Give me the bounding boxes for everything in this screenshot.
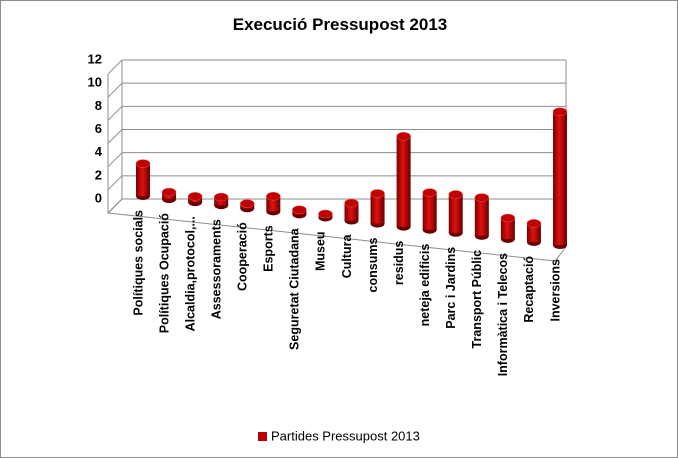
bar-top bbox=[161, 187, 177, 197]
grid-line bbox=[107, 129, 123, 144]
x-tick-label: Esports bbox=[262, 225, 276, 272]
bar bbox=[318, 209, 333, 222]
bar-top bbox=[344, 198, 359, 208]
bar-top bbox=[318, 209, 333, 219]
grid-line bbox=[107, 152, 123, 168]
bar-top bbox=[422, 188, 437, 197]
y-tick-label: 2 bbox=[95, 167, 102, 182]
x-tick-label: Assessoraments bbox=[209, 219, 223, 319]
bar-top bbox=[187, 192, 203, 201]
chart-title: Execució Pressupost 2013 bbox=[233, 15, 448, 34]
y-tick-label: 0 bbox=[95, 190, 102, 205]
bar-top bbox=[526, 219, 542, 228]
bar-top bbox=[240, 199, 255, 208]
grid-line bbox=[107, 82, 123, 98]
bar bbox=[396, 132, 411, 231]
bar bbox=[344, 198, 359, 225]
bar-top bbox=[292, 205, 307, 214]
bar bbox=[448, 190, 463, 237]
bar-body bbox=[136, 163, 150, 196]
bar-top bbox=[370, 189, 385, 198]
x-tick-label: Cooperació bbox=[236, 222, 250, 291]
bar-body bbox=[448, 194, 463, 233]
bar-body bbox=[370, 193, 385, 224]
bar bbox=[213, 192, 229, 210]
x-tick-label: Recaptació bbox=[522, 256, 536, 323]
x-tick-label: Polítiques socials bbox=[131, 210, 145, 316]
x-tick-label: neteja edificis bbox=[418, 244, 432, 327]
bar-top bbox=[135, 159, 151, 168]
bar bbox=[526, 219, 542, 246]
x-tick-label: Transport Públic bbox=[470, 250, 484, 349]
bar bbox=[135, 159, 151, 200]
bar-top bbox=[500, 213, 516, 223]
bar bbox=[370, 189, 385, 228]
bar bbox=[161, 187, 177, 204]
bar-body bbox=[474, 197, 489, 236]
bar-body bbox=[266, 196, 281, 212]
grid-line bbox=[107, 59, 123, 75]
bar bbox=[422, 188, 437, 234]
x-tick-label: Cultura bbox=[340, 233, 354, 278]
bar bbox=[187, 192, 203, 207]
y-tick-label: 6 bbox=[95, 121, 102, 136]
bar bbox=[552, 107, 568, 249]
y-tick-label: 4 bbox=[95, 144, 103, 159]
bar bbox=[474, 193, 490, 240]
bar-top bbox=[266, 192, 281, 201]
bar-top bbox=[552, 107, 568, 117]
bar-body bbox=[526, 223, 541, 242]
x-tick-label: Parc i Jardins bbox=[444, 247, 458, 329]
x-tick-label: Museu bbox=[314, 231, 328, 271]
bar-top bbox=[213, 192, 229, 202]
bar bbox=[240, 199, 255, 213]
grid-line bbox=[107, 175, 123, 191]
y-tick-label: 10 bbox=[88, 75, 102, 90]
bar-body bbox=[396, 136, 411, 227]
x-tick-label: Polítiques Ocupació bbox=[157, 213, 171, 334]
x-tick-label: consums bbox=[366, 238, 380, 293]
bar-top bbox=[474, 193, 490, 202]
y-tick-label: 8 bbox=[95, 98, 102, 113]
grid-line bbox=[107, 198, 123, 214]
x-tick-label: Inversions bbox=[548, 259, 562, 322]
grid-line bbox=[107, 105, 123, 121]
x-tick-label: residus bbox=[392, 241, 406, 286]
bar-top bbox=[448, 190, 463, 199]
x-tick-label: Seguretat Ciutadana bbox=[288, 227, 302, 350]
bar-top bbox=[396, 132, 411, 141]
bar bbox=[500, 213, 516, 243]
bar bbox=[292, 205, 307, 219]
legend-swatch bbox=[258, 432, 267, 441]
x-tick-label: Alcaldia,protocol,... bbox=[183, 216, 197, 331]
bar bbox=[266, 192, 281, 216]
x-tick-label: Informàtica i Telecos bbox=[496, 253, 510, 376]
bar-body bbox=[500, 218, 515, 239]
bar-body bbox=[553, 111, 567, 246]
bar-body bbox=[344, 203, 359, 221]
bar-body bbox=[422, 192, 437, 230]
y-tick-label: 12 bbox=[88, 51, 102, 66]
legend-label: Partides Pressupost 2013 bbox=[271, 428, 420, 443]
